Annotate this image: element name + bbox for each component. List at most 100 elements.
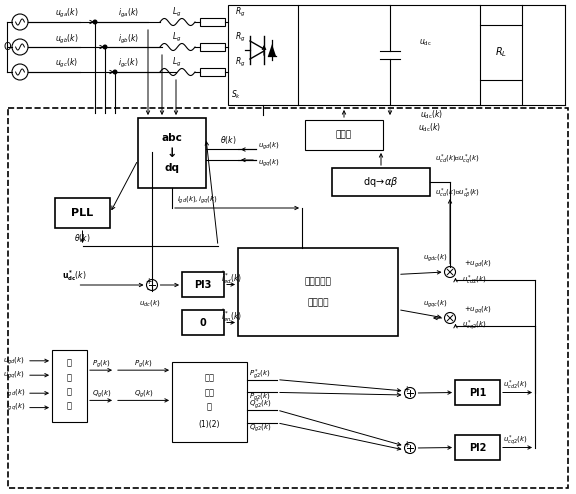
- Text: $+u_{gq}(k)$: $+u_{gq}(k)$: [464, 304, 492, 316]
- Circle shape: [12, 39, 28, 55]
- Bar: [52, 350, 87, 422]
- Circle shape: [93, 20, 97, 24]
- Bar: [200, 18, 225, 26]
- Bar: [228, 5, 298, 105]
- Text: $P_g(k)$: $P_g(k)$: [134, 359, 153, 370]
- Text: $u_{cd2}^*(k)$: $u_{cd2}^*(k)$: [462, 273, 487, 287]
- Text: $u_{cq2}^*(k)$: $u_{cq2}^*(k)$: [462, 319, 487, 333]
- Circle shape: [404, 387, 415, 399]
- Text: $i_{gb}(k)$: $i_{gb}(k)$: [118, 33, 138, 45]
- Text: (1)(2): (1)(2): [199, 420, 220, 429]
- Circle shape: [146, 280, 157, 290]
- Text: $u_{gdc}(k)$: $u_{gdc}(k)$: [423, 252, 448, 264]
- Text: abc: abc: [161, 132, 183, 143]
- Text: $Q_g(k)$: $Q_g(k)$: [92, 389, 112, 400]
- Text: 调制器: 调制器: [336, 130, 352, 139]
- Bar: [455, 435, 500, 460]
- Bar: [138, 118, 206, 188]
- Text: $u_{dc}(k)$: $u_{dc}(k)$: [139, 298, 161, 308]
- Text: $\hat{i}_{ed}^*(k)$: $\hat{i}_{ed}^*(k)$: [221, 269, 241, 286]
- Text: 带通: 带通: [204, 373, 214, 382]
- Bar: [182, 310, 224, 335]
- Text: PLL: PLL: [71, 208, 93, 218]
- Text: PI2: PI2: [469, 443, 486, 453]
- Text: $u_{gd}(k)$: $u_{gd}(k)$: [258, 141, 280, 152]
- Circle shape: [445, 266, 456, 278]
- Text: $\hat{i}_{en}^*(k)$: $\hat{i}_{en}^*(k)$: [221, 307, 241, 324]
- Bar: [200, 68, 225, 76]
- Bar: [305, 120, 383, 150]
- Text: $i_{gd}(k)$: $i_{gd}(k)$: [6, 387, 25, 399]
- Text: $u_{gq}(k)$: $u_{gq}(k)$: [3, 370, 25, 381]
- Text: $u_{cq2}^*(k)$: $u_{cq2}^*(k)$: [503, 433, 528, 448]
- Text: 器: 器: [207, 402, 212, 412]
- Polygon shape: [268, 44, 276, 56]
- Text: $\theta(k)$: $\theta(k)$: [220, 134, 236, 146]
- Text: $u_{gq}(k)$: $u_{gq}(k)$: [258, 157, 280, 168]
- Text: PI1: PI1: [469, 387, 486, 398]
- Text: $Q_{g2}(k)$: $Q_{g2}(k)$: [249, 422, 272, 434]
- Circle shape: [12, 64, 28, 80]
- Text: $\mathrm{dq}\!\rightarrow\!\alpha\beta$: $\mathrm{dq}\!\rightarrow\!\alpha\beta$: [363, 175, 399, 189]
- Text: $P_{g2}(k)$: $P_{g2}(k)$: [249, 392, 271, 403]
- Circle shape: [103, 45, 107, 49]
- Text: $\theta(k)$: $\theta(k)$: [74, 232, 90, 244]
- Text: +: +: [145, 277, 151, 286]
- Text: dq: dq: [165, 164, 180, 173]
- Text: 算: 算: [67, 402, 72, 411]
- Text: $\mathbf{u_{dc}^*}(k)$: $\mathbf{u_{dc}^*}(k)$: [62, 269, 87, 284]
- Text: $i_{gc}(k)$: $i_{gc}(k)$: [118, 56, 138, 70]
- Text: $i_{ga}(k)$: $i_{ga}(k)$: [118, 6, 138, 20]
- Text: $u_{gqc}(k)$: $u_{gqc}(k)$: [423, 298, 448, 310]
- Bar: [55, 198, 110, 228]
- Text: +: +: [403, 384, 409, 394]
- Text: $u_{\rm dc}(k)$: $u_{\rm dc}(k)$: [420, 109, 443, 121]
- Text: $u_{gd}(k)$: $u_{gd}(k)$: [3, 355, 25, 367]
- Bar: [200, 43, 225, 51]
- Bar: [455, 380, 500, 405]
- Text: $L_g$: $L_g$: [172, 5, 181, 19]
- Text: 滤波: 滤波: [204, 388, 214, 397]
- Text: $P_g(k)$: $P_g(k)$: [92, 359, 111, 370]
- Text: ↓: ↓: [166, 147, 177, 160]
- Circle shape: [12, 14, 28, 30]
- Text: $R_L$: $R_L$: [495, 45, 507, 59]
- Text: O: O: [3, 42, 11, 52]
- Bar: [480, 25, 522, 80]
- Text: $Q_{g2}^*(k)$: $Q_{g2}^*(k)$: [249, 398, 272, 412]
- Text: PI3: PI3: [194, 280, 212, 289]
- Text: 功: 功: [67, 359, 72, 368]
- Text: $Q_g(k)$: $Q_g(k)$: [134, 389, 153, 400]
- Circle shape: [445, 313, 456, 324]
- Text: 电压参考值: 电压参考值: [305, 277, 331, 286]
- Text: $R_g$: $R_g$: [235, 31, 245, 43]
- Text: -: -: [404, 449, 408, 457]
- Text: $P_{g2}^*(k)$: $P_{g2}^*(k)$: [249, 368, 271, 382]
- Text: $R_g$: $R_g$: [235, 55, 245, 69]
- Text: 率: 率: [67, 373, 72, 382]
- Text: $L_g$: $L_g$: [172, 55, 181, 69]
- Bar: [332, 168, 430, 196]
- Text: 计: 计: [67, 387, 72, 396]
- Text: $L_g$: $L_g$: [172, 31, 181, 43]
- Text: $+u_{gd}(k)$: $+u_{gd}(k)$: [464, 258, 492, 270]
- Text: -: -: [146, 286, 150, 294]
- Circle shape: [404, 443, 415, 453]
- Bar: [238, 248, 398, 336]
- Bar: [182, 272, 224, 297]
- Bar: [8, 108, 568, 488]
- Text: -: -: [404, 394, 408, 403]
- Text: $u_{ga}(k)$: $u_{ga}(k)$: [55, 6, 79, 20]
- Text: $u_{cd2}^*(k)$: $u_{cd2}^*(k)$: [503, 379, 528, 392]
- Text: $S_k$: $S_k$: [231, 89, 241, 101]
- Text: +: +: [403, 440, 409, 449]
- Text: $u_{gb}(k)$: $u_{gb}(k)$: [55, 33, 79, 45]
- Text: $u_{cd}^*(k)$、$u_{cq}^*(k)$: $u_{cd}^*(k)$、$u_{cq}^*(k)$: [435, 153, 480, 167]
- Text: $u_{c\alpha}^*(k)$、$u_{c\beta}^*(k)$: $u_{c\alpha}^*(k)$、$u_{c\beta}^*(k)$: [435, 187, 480, 201]
- Text: $R_g$: $R_g$: [235, 5, 245, 19]
- Text: $i_{gd}(k), i_{gq}(k)$: $i_{gd}(k), i_{gq}(k)$: [177, 194, 218, 206]
- Text: 0: 0: [200, 318, 206, 328]
- Text: $u_{\rm dc}(k)$: $u_{\rm dc}(k)$: [418, 122, 441, 134]
- Text: $u_{\rm dc}$: $u_{\rm dc}$: [419, 38, 431, 48]
- Circle shape: [113, 70, 117, 74]
